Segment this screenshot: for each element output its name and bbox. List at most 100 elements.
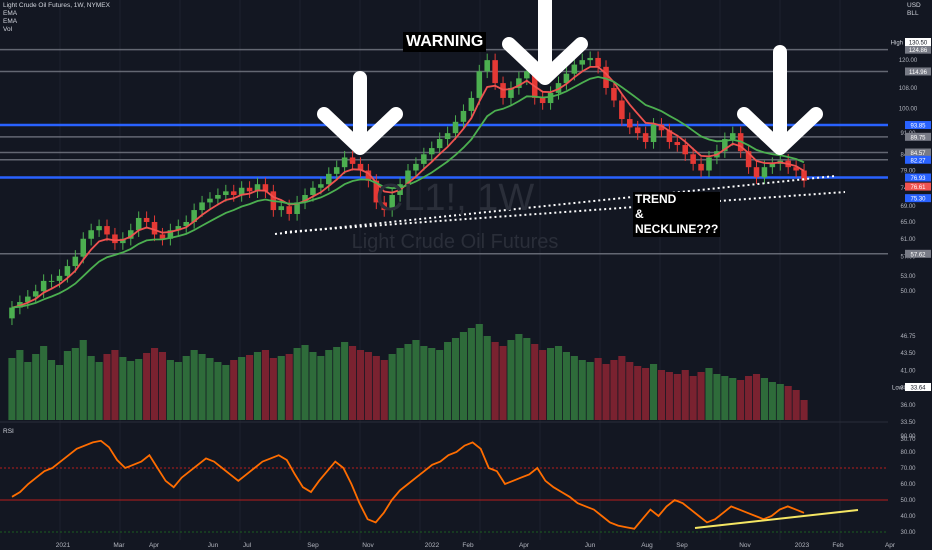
candle-body bbox=[25, 296, 31, 303]
candle-body bbox=[413, 163, 419, 171]
volume-bar bbox=[388, 354, 396, 420]
volume-bar bbox=[436, 350, 444, 420]
volume-bar bbox=[158, 352, 167, 420]
high-value: 130.50 bbox=[909, 41, 928, 47]
level-tag bbox=[905, 45, 931, 54]
volume-bar bbox=[539, 350, 547, 420]
volume-bar bbox=[127, 361, 135, 420]
price-scale-label: 50.00 bbox=[900, 289, 916, 295]
arrow-down-icon bbox=[502, 0, 588, 85]
indicator-vol[interactable]: Vol bbox=[3, 26, 13, 33]
candle-body bbox=[452, 121, 459, 134]
volume-bar bbox=[420, 346, 428, 420]
volume-bar bbox=[594, 358, 602, 420]
volume-bar bbox=[673, 374, 681, 420]
candle-body bbox=[310, 187, 316, 195]
volume-bar bbox=[95, 362, 103, 420]
level-tag-label: 82.27 bbox=[910, 158, 926, 164]
candle-body bbox=[9, 307, 15, 319]
volume-bar bbox=[79, 340, 87, 420]
level-tag-label: 114.96 bbox=[909, 70, 928, 76]
unit-label: BLL bbox=[907, 10, 919, 17]
candle-body bbox=[56, 275, 63, 281]
candle-body bbox=[381, 202, 388, 211]
candle-body bbox=[262, 184, 269, 192]
price-scale-label: 120.00 bbox=[899, 58, 918, 64]
low-tag: Low bbox=[892, 386, 904, 392]
level-tag bbox=[905, 249, 931, 258]
candle-body bbox=[333, 167, 340, 174]
candle-body bbox=[405, 170, 411, 185]
volume-scale-label: 36.00 bbox=[900, 403, 916, 409]
volume-bar bbox=[364, 352, 372, 420]
rsi-scale-label: 60.00 bbox=[900, 482, 916, 488]
candle-body bbox=[159, 234, 166, 239]
time-axis-label: Feb bbox=[832, 542, 844, 549]
volume-bar bbox=[380, 360, 388, 420]
level-tag-label: 76.93 bbox=[910, 176, 926, 182]
indicator-ema-1[interactable]: EMA bbox=[3, 10, 18, 17]
volume-bar bbox=[626, 362, 634, 420]
volume-bar bbox=[562, 352, 570, 420]
candle-body bbox=[539, 97, 546, 104]
candle-body bbox=[761, 167, 768, 178]
volume-bar bbox=[230, 360, 238, 420]
arrow-down-icon bbox=[317, 71, 403, 155]
volume-bar bbox=[214, 362, 222, 420]
volume-scale-label: 46.75 bbox=[900, 334, 916, 340]
volume-bar bbox=[103, 354, 111, 420]
volume-bar bbox=[531, 344, 539, 420]
rsi-label[interactable]: RSI bbox=[3, 428, 14, 435]
level-tag bbox=[905, 173, 931, 182]
candle-body bbox=[223, 191, 229, 195]
rsi-legend: RSI bbox=[3, 428, 14, 436]
level-tag bbox=[905, 121, 931, 130]
volume-bar bbox=[238, 357, 246, 420]
trend-lines bbox=[274, 175, 846, 235]
volume-bar bbox=[293, 348, 301, 420]
high-tag: High bbox=[891, 41, 903, 47]
legend: Light Crude Oil Futures, 1W, NYMEX EMA E… bbox=[3, 2, 110, 34]
volume-bar bbox=[372, 356, 380, 420]
candle-body bbox=[658, 124, 665, 131]
level-tag bbox=[905, 155, 931, 164]
volume-scale-label: 30.70 bbox=[900, 437, 916, 443]
candle-body bbox=[357, 163, 364, 171]
volume-bar bbox=[150, 348, 159, 420]
watermark: CL1!, 1W Light Crude Oil Futures bbox=[352, 177, 559, 253]
indicator-ema-2[interactable]: EMA bbox=[3, 18, 18, 25]
ema-slow-line bbox=[11, 75, 805, 309]
candle-body bbox=[246, 187, 253, 192]
candle-body bbox=[674, 142, 681, 146]
ema-fast-line bbox=[11, 66, 805, 309]
candle-body bbox=[769, 163, 776, 168]
volume-bar bbox=[404, 344, 412, 420]
volume-bar bbox=[206, 358, 214, 420]
candle-body bbox=[80, 238, 87, 257]
candle-body bbox=[294, 202, 300, 214]
candle-body bbox=[745, 151, 752, 168]
time-axis-label: Jul bbox=[243, 542, 252, 549]
rsi-trendline bbox=[694, 509, 859, 529]
candle-body bbox=[627, 119, 633, 128]
volume-bar bbox=[570, 356, 578, 420]
volume-bar bbox=[737, 380, 745, 420]
candle-body bbox=[547, 92, 554, 104]
time-axis-label: 2021 bbox=[56, 542, 71, 549]
candle-body bbox=[135, 217, 142, 231]
currency-legend: USD BLL bbox=[907, 2, 921, 18]
volume-scale-label: 33.50 bbox=[900, 420, 916, 426]
candle-body bbox=[571, 64, 578, 74]
level-tag-label: 124.86 bbox=[909, 48, 928, 54]
candle-body bbox=[302, 194, 308, 203]
candle-body bbox=[516, 78, 522, 88]
volume-bar bbox=[657, 370, 666, 420]
price-scale-label: 108.00 bbox=[899, 86, 918, 92]
price-scale-label: 69.00 bbox=[900, 204, 916, 210]
candle-body bbox=[603, 66, 609, 88]
symbol-line[interactable]: Light Crude Oil Futures, 1W, NYMEX bbox=[3, 2, 110, 9]
volume-bar bbox=[277, 356, 285, 420]
level-tag-label: 89.75 bbox=[910, 135, 926, 141]
volume-bar bbox=[721, 376, 729, 420]
